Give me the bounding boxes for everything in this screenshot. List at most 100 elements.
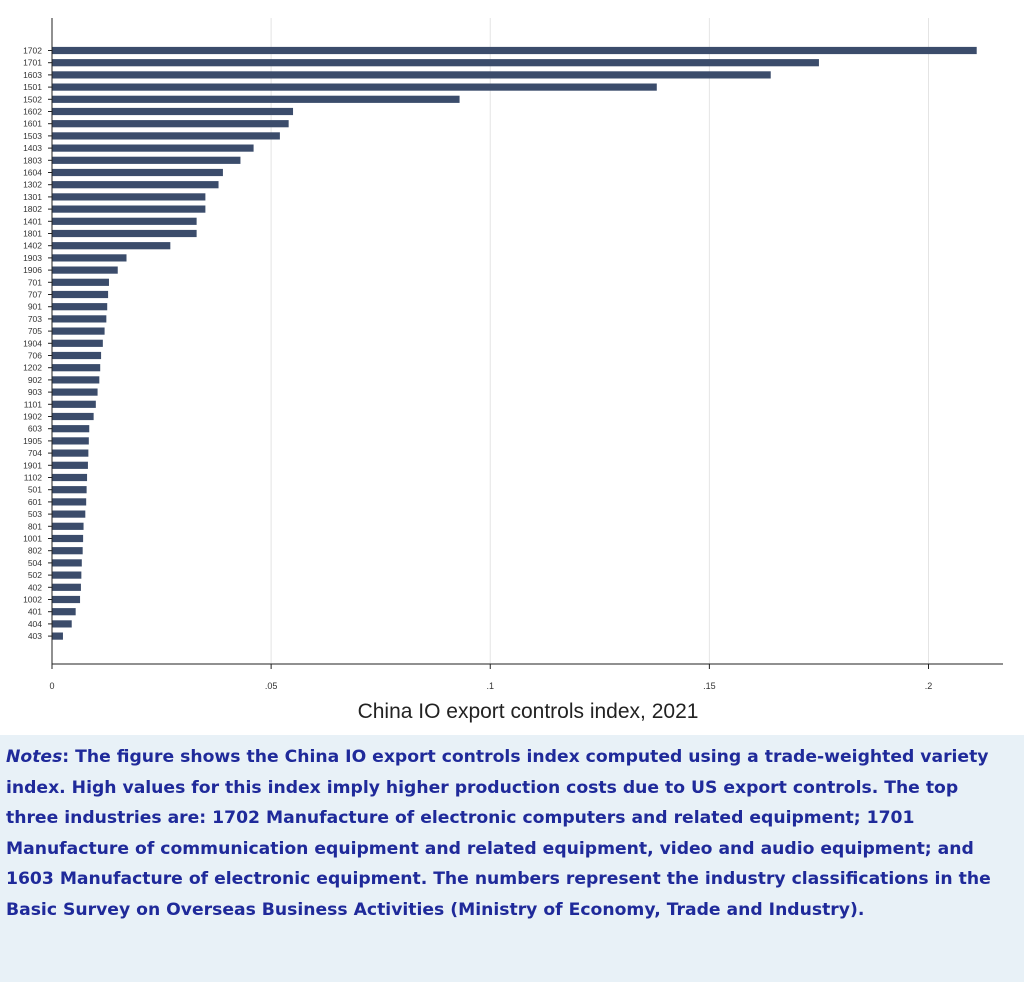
bar-1903 bbox=[52, 254, 127, 262]
bar-701 bbox=[52, 278, 109, 286]
bar-1102 bbox=[52, 473, 88, 482]
category-label: 1601 bbox=[23, 119, 42, 129]
category-label: 1902 bbox=[23, 412, 42, 422]
bar-903 bbox=[52, 388, 98, 396]
figure-notes: Notes: The figure shows the China IO exp… bbox=[0, 742, 1022, 926]
x-tick-label: .05 bbox=[265, 681, 278, 691]
category-label: 1101 bbox=[24, 399, 43, 409]
bar-1603 bbox=[52, 71, 771, 79]
bar-1604 bbox=[52, 168, 223, 177]
bar-703 bbox=[52, 315, 107, 323]
category-label: 1501 bbox=[23, 82, 42, 92]
category-label: 705 bbox=[28, 326, 42, 336]
category-label: 1901 bbox=[23, 460, 42, 470]
bar-1101 bbox=[52, 400, 96, 408]
category-label: 1905 bbox=[23, 436, 42, 446]
bar-404 bbox=[52, 620, 72, 628]
category-label: 403 bbox=[28, 631, 42, 641]
category-label: 502 bbox=[28, 570, 42, 580]
bar-802 bbox=[52, 547, 83, 555]
category-label: 1402 bbox=[23, 241, 42, 251]
category-label: 1602 bbox=[23, 107, 42, 117]
bar-1402 bbox=[52, 242, 171, 250]
category-label: 1803 bbox=[23, 155, 42, 165]
category-label: 801 bbox=[28, 521, 42, 531]
category-label: 706 bbox=[28, 351, 42, 361]
bar-1002 bbox=[52, 595, 81, 604]
category-label: 504 bbox=[28, 558, 42, 568]
category-label: 701 bbox=[28, 277, 42, 287]
bar-1001 bbox=[52, 534, 84, 543]
category-label: 703 bbox=[28, 314, 42, 324]
category-label: 707 bbox=[28, 290, 42, 300]
bar-1901 bbox=[52, 461, 88, 469]
bar-704 bbox=[52, 449, 89, 457]
category-label: 1403 bbox=[23, 143, 42, 153]
bar-1904 bbox=[52, 339, 103, 347]
bar-1906 bbox=[52, 266, 118, 274]
x-tick-label: .1 bbox=[486, 681, 494, 691]
bar-1501 bbox=[52, 83, 657, 91]
category-label: 601 bbox=[28, 497, 42, 507]
category-label: 903 bbox=[28, 387, 42, 397]
bar-1902 bbox=[52, 412, 94, 421]
bar-1301 bbox=[52, 193, 206, 201]
bar-707 bbox=[52, 290, 109, 299]
category-label: 1001 bbox=[23, 534, 42, 544]
category-label: 901 bbox=[28, 302, 42, 312]
category-label: 704 bbox=[28, 448, 42, 458]
bar-504 bbox=[52, 559, 82, 567]
bar-1601 bbox=[52, 120, 289, 128]
x-ticks: 0 .05 .1 .15 .2 bbox=[49, 664, 932, 691]
bar-801 bbox=[52, 522, 84, 530]
bar-1802 bbox=[52, 205, 206, 213]
chart-panel: 1702 1701 1603 1501 1502 1602 1601 1503 1403 1803… bbox=[0, 0, 1024, 735]
category-label: 1702 bbox=[23, 46, 42, 56]
x-tick-label: .15 bbox=[703, 681, 716, 691]
category-label: 1301 bbox=[23, 192, 42, 202]
bars bbox=[52, 46, 977, 640]
bar-1905 bbox=[52, 437, 89, 445]
bar-503 bbox=[52, 510, 86, 518]
category-label: 1904 bbox=[23, 338, 42, 348]
notes-text: : The figure shows the China IO export c… bbox=[6, 747, 991, 920]
category-label: 1801 bbox=[23, 229, 42, 239]
bar-1503 bbox=[52, 132, 280, 140]
bar-1202 bbox=[52, 364, 101, 372]
category-label: 802 bbox=[28, 546, 42, 556]
bar-1502 bbox=[52, 95, 460, 103]
bar-706 bbox=[52, 351, 102, 360]
bar-601 bbox=[52, 498, 87, 506]
bar-1403 bbox=[52, 144, 254, 152]
category-label: 402 bbox=[28, 582, 42, 592]
gridlines bbox=[270, 18, 929, 664]
category-label: 1503 bbox=[23, 131, 42, 141]
bar-603 bbox=[52, 425, 90, 433]
category-label: 902 bbox=[28, 375, 42, 385]
category-label: 503 bbox=[28, 509, 42, 519]
bar-502 bbox=[52, 571, 82, 579]
category-label: 603 bbox=[28, 424, 42, 434]
bar-401 bbox=[52, 608, 76, 616]
bar-902 bbox=[52, 376, 100, 384]
bar-1801 bbox=[52, 229, 197, 238]
x-tick-label: 0 bbox=[49, 681, 54, 691]
bar-1602 bbox=[52, 107, 294, 116]
category-label: 1604 bbox=[23, 168, 42, 178]
category-label: 1906 bbox=[23, 265, 42, 275]
category-labels: 1702 1701 1603 1501 1502 1602 1601 1503 1403 1803… bbox=[23, 46, 52, 641]
bar-chart: 1702 1701 1603 1501 1502 1602 1601 1503 1403 1803… bbox=[23, 18, 1003, 723]
category-label: 401 bbox=[28, 607, 42, 617]
bar-1803 bbox=[52, 156, 241, 164]
category-label: 1202 bbox=[23, 363, 42, 373]
bar-705 bbox=[52, 327, 105, 335]
category-label: 404 bbox=[28, 619, 42, 629]
bar-403 bbox=[52, 632, 63, 640]
notes-label: Notes bbox=[6, 747, 63, 767]
category-label: 1903 bbox=[23, 253, 42, 263]
category-label: 1002 bbox=[23, 595, 42, 605]
category-label: 1701 bbox=[23, 58, 42, 68]
bar-402 bbox=[52, 583, 81, 591]
x-tick-label: .2 bbox=[925, 681, 933, 691]
bar-1401 bbox=[52, 217, 197, 225]
